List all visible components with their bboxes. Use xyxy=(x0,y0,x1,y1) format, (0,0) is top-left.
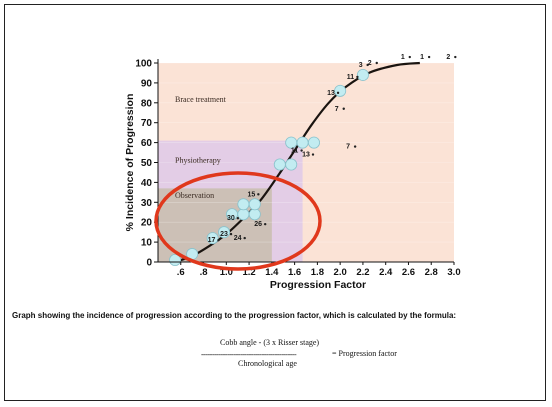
data-dot-3 xyxy=(243,236,246,240)
data-circle-15 xyxy=(356,68,369,81)
x-tick-label-9: 2.4 xyxy=(379,267,393,278)
zone-label-1: Physiotherapy xyxy=(175,156,221,165)
x-tick-label-1: .8 xyxy=(200,267,208,278)
data-point-label-13: 2 xyxy=(368,60,372,67)
data-circle-7 xyxy=(237,198,250,211)
data-dot-2 xyxy=(236,217,240,220)
x-tick-label-4: 1.4 xyxy=(265,267,279,278)
data-point-label-8: 13 xyxy=(327,90,335,97)
data-dot-14 xyxy=(408,55,411,59)
x-tick-label-11: 2.8 xyxy=(425,267,438,278)
data-circle-3 xyxy=(218,226,231,239)
data-dot-6 xyxy=(300,149,303,152)
data-dot-9 xyxy=(342,107,345,110)
data-circle-14 xyxy=(334,84,347,97)
data-point-label-12: 3 xyxy=(359,62,363,69)
y-tick-label-4: 40 xyxy=(141,178,153,189)
data-dot-11 xyxy=(356,75,359,79)
x-tick-label-6: 1.8 xyxy=(311,267,324,278)
data-circle-2 xyxy=(206,232,219,245)
formula-denominator: Chronological age xyxy=(238,359,297,368)
data-circle-6 xyxy=(248,208,261,221)
data-point-label-1: 23 xyxy=(220,231,228,238)
data-dot-7 xyxy=(311,153,315,156)
x-tick-label-2: 1.0 xyxy=(220,267,233,278)
zone-label-0: Brace treatment xyxy=(175,95,227,104)
data-dot-0 xyxy=(217,238,220,242)
data-dot-8 xyxy=(336,91,340,95)
zone-label-2: Observation xyxy=(175,191,214,200)
data-dot-12 xyxy=(366,63,369,67)
x-tick-label-7: 2.0 xyxy=(334,267,347,278)
y-tick-label-1: 10 xyxy=(141,238,153,249)
formula-fraction-line: ----------------------------------------… xyxy=(201,350,297,359)
y-tick-label-6: 60 xyxy=(141,138,153,149)
y-tick-label-5: 50 xyxy=(141,158,153,169)
data-dot-15 xyxy=(427,55,431,59)
progression-chart: Brace treatmentPhysiotherapyObservation … xyxy=(124,54,461,291)
data-circle-5 xyxy=(237,208,250,221)
data-circle-9 xyxy=(273,158,286,171)
x-axis-title: Progression Factor xyxy=(270,279,366,291)
y-tick-label-3: 30 xyxy=(141,198,153,209)
data-point-label-10: 7 xyxy=(346,144,350,151)
data-point-label-5: 26 xyxy=(254,221,262,228)
data-circle-8 xyxy=(248,198,261,211)
y-axis-title: % Incidence of Progression xyxy=(124,94,136,232)
x-tick-label-3: 1.2 xyxy=(242,267,255,278)
y-tick-label-7: 70 xyxy=(141,118,153,129)
x-tick-label-5: 1.6 xyxy=(288,267,301,278)
observation-highlight-ellipse xyxy=(154,171,322,271)
data-dot-5 xyxy=(263,222,267,226)
data-point-label-16: 2 xyxy=(446,54,450,61)
x-tick-label-12: 3.0 xyxy=(447,267,460,278)
x-tick-label-10: 2.6 xyxy=(402,267,415,278)
y-tick-label-2: 20 xyxy=(141,218,153,229)
formula-numerator: Cobb angle - (3 x Risser stage) xyxy=(220,338,320,347)
formula-result: = Progression factor xyxy=(332,349,397,358)
data-point-label-9: 7 xyxy=(335,106,339,113)
data-circle-12 xyxy=(296,136,309,149)
data-point-label-14: 1 xyxy=(401,54,405,61)
data-point-label-2: 30 xyxy=(227,215,235,222)
data-point-label-0: 17 xyxy=(208,237,216,244)
data-point-label-3: 24 xyxy=(234,235,242,242)
data-circle-10 xyxy=(285,158,298,171)
data-dot-10 xyxy=(353,145,357,148)
data-point-label-7: 13 xyxy=(302,152,310,159)
data-dot-1 xyxy=(229,232,233,236)
y-tick-label-0: 0 xyxy=(146,258,152,269)
x-tick-label-8: 2.2 xyxy=(356,267,369,278)
figure-caption: Graph showing the incidence of progressi… xyxy=(12,311,457,320)
data-circle-13 xyxy=(307,136,320,149)
data-circle-0 xyxy=(169,254,182,267)
x-tick-label-0: .6 xyxy=(177,267,185,278)
data-dot-4 xyxy=(257,193,260,196)
y-tick-label-9: 90 xyxy=(141,78,153,89)
data-point-label-11: 11 xyxy=(347,74,355,81)
data-point-label-4: 15 xyxy=(247,191,255,198)
data-circle-11 xyxy=(285,136,298,149)
y-tick-label-10: 100 xyxy=(135,59,152,70)
data-dot-16 xyxy=(454,55,457,59)
data-point-label-6: 11 xyxy=(291,148,299,155)
data-point-label-15: 1 xyxy=(420,54,424,61)
y-tick-label-8: 80 xyxy=(141,98,153,109)
data-dot-13 xyxy=(375,61,378,65)
